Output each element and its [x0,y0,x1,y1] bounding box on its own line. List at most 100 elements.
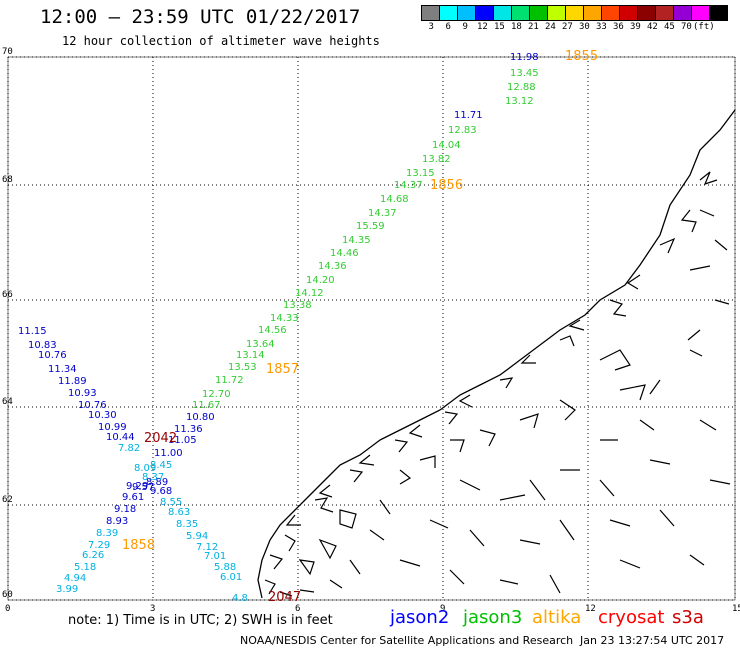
footer-note: note: 1) Time is in UTC; 2) SWH is in fe… [68,613,333,628]
satellite-legend-altika: altika [532,607,582,628]
altika-swh-label: 7.29 [88,540,110,551]
legend-label: (ft) [693,22,715,32]
jason2-swh-label: 10.76 [78,400,107,411]
legend-label: 3 [428,22,434,32]
coast-fragment [568,319,585,331]
coast-fragment [469,529,485,547]
jason3-swh-label: 14.33 [270,313,299,324]
altimeter-track-labels: 11.9811.7111.1510.8310.7611.3411.8910.93… [18,49,598,605]
coast-fragment [459,479,481,491]
coast-fragment [339,509,357,529]
coast-fragment [419,455,436,468]
coast-fragment [520,354,536,364]
coast-fragment [709,479,731,485]
coast-fragment [285,514,301,526]
jason3-swh-label: 13.14 [236,350,265,361]
coast-fragment [449,569,465,585]
jason3-swh-label: 13.82 [422,154,451,165]
jason2-swh-label: 11.98 [510,52,539,63]
coast-fragment [699,209,715,217]
coast-fragment [394,439,409,453]
y-tick-label: 70 [2,47,13,57]
legend-label: 42 [647,22,658,32]
map-frame [7,56,736,601]
x-tick-label: 15 [732,604,740,614]
coast-fragment [609,519,631,527]
coast-fragment [269,554,284,570]
legend-label: 18 [511,22,522,32]
coast-fragment [458,394,473,408]
coast-fragment [559,519,575,541]
jason3-swh-label: 12.70 [202,389,231,400]
legend-label: 39 [630,22,641,32]
jason3-swh-label: 14.04 [432,140,461,151]
coast-fragment [714,239,728,251]
coast-fragment [499,494,526,501]
legend-label: 12 [477,22,488,32]
jason3-swh-label: 12.88 [507,82,536,93]
coast-fragment [689,349,703,357]
jason2-swh-label: 11.34 [48,364,77,375]
jason3-swh-label: 14.68 [380,194,409,205]
altika-swh-label: 3.99 [56,584,78,595]
legend-label: 33 [596,22,607,32]
coast-fragment [379,499,391,515]
coast-fragment [519,539,541,545]
jason3-swh-label: 12.83 [448,125,477,136]
jason3-swh-label: 14.12 [295,288,324,299]
coast-fragment [429,519,449,529]
y-tick-label: 68 [2,175,13,185]
jason2-swh-label: 9.29 [126,481,148,492]
jason3-swh-label: 11.72 [215,375,244,386]
coast-fragment [609,299,627,317]
coast-fragment [689,265,711,271]
y-tick-label: 64 [2,397,13,407]
coast-fragment [619,384,646,401]
coast-fragment [687,329,701,341]
jason2-swh-label: 10.30 [88,410,117,421]
coast-fragment [399,559,421,567]
altika-swh-label: 8.09 [134,463,156,474]
altika-swh-label: 4.8 [232,593,248,604]
altika-swh-label: 4.94 [64,573,86,584]
satellite-legend-cryosat: cryosat [598,607,665,628]
pass-time-label: 2047 [268,590,301,605]
jason3-swh-label: 14.37 [368,208,397,219]
coast-fragment [659,509,675,527]
jason3-swh-label: 13.12 [505,96,534,107]
jason2-swh-label: 10.99 [98,422,127,433]
altika-swh-label: 8.39 [96,528,118,539]
coast-fragment [358,454,375,466]
coast-fragment [639,419,655,431]
jason2-swh-label: 10.76 [38,350,67,361]
coast-fragment [349,559,361,575]
x-tick-label: 6 [295,604,300,614]
jason2-swh-label: 8.93 [106,516,128,527]
legend-label: 6 [445,22,451,32]
jason3-swh-label: 11.67 [192,400,221,411]
coast-fragment [559,399,576,421]
legend-label: 27 [562,22,573,32]
pass-time-label: 1855 [565,49,598,64]
coast-fragment [408,424,423,438]
legend-label: 21 [528,22,539,32]
y-tick-label: 62 [2,495,13,505]
altika-swh-label: 8.45 [150,460,172,471]
jason3-swh-label: 13.38 [283,300,312,311]
coast-fragment [499,377,514,389]
jason3-swh-label: 14.37 [394,180,423,191]
coastline [257,109,736,599]
altika-swh-label: 7.12 [196,542,218,553]
satellite-legend-jason2: jason2 [390,607,450,628]
altika-swh-label: 8.37 [142,472,164,483]
jason3-swh-label: 14.56 [258,325,287,336]
coast-fragment [659,237,676,254]
pass-time-label: 2042 [144,431,177,446]
coast-fragment [318,484,333,498]
coast-fragment [279,591,293,597]
jason2-swh-label: 11.00 [154,448,183,459]
map-title: 12:00 – 23:59 UTC 01/22/2017 [40,6,361,28]
coast-fragment [349,469,364,483]
coast-fragment [714,299,730,305]
jason3-swh-label: 13.64 [246,339,275,350]
